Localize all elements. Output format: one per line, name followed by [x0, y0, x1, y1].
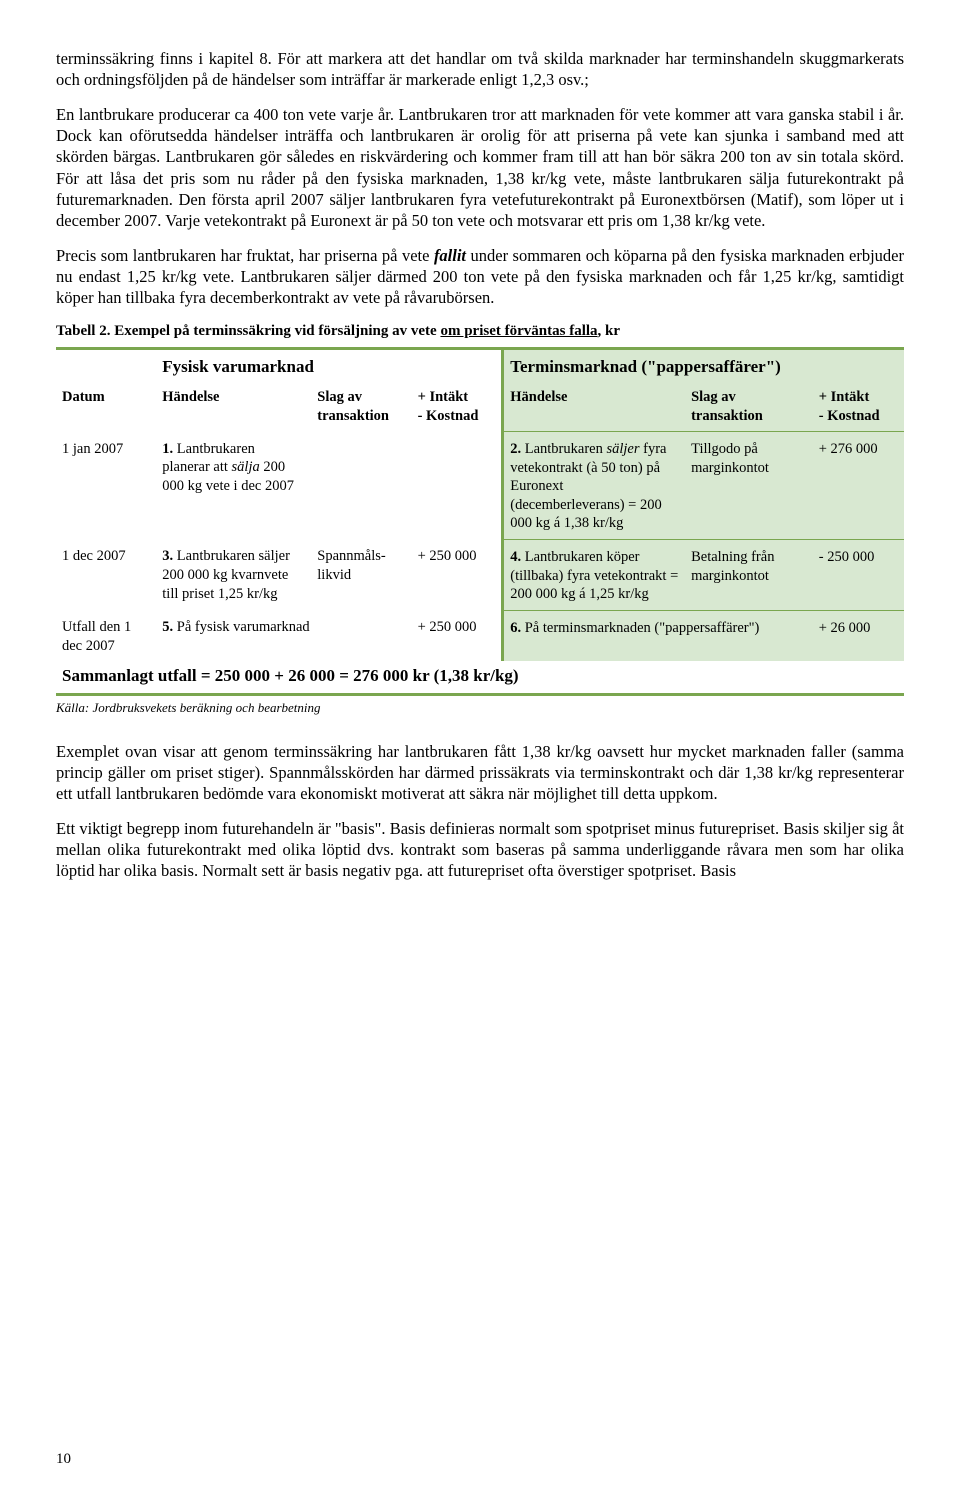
r3-f-no: 5.	[162, 619, 173, 635]
h-trans-f: Slag av transaktion	[311, 384, 411, 432]
r3-t-amt: + 26 000	[813, 610, 904, 661]
r2-f-trans: Spannmåls-likvid	[311, 539, 411, 610]
r1-t-a: Lantbrukaren	[521, 441, 606, 457]
r2-t-event: 4. Lantbrukaren köper (tillbaka) fyra ve…	[503, 539, 685, 610]
para-3b: fallit	[434, 246, 466, 265]
para-1: terminssäkring finns i kapitel 8. För at…	[56, 48, 904, 90]
h-event-t: Händelse	[503, 384, 685, 432]
r1-f-event: 1. Lantbrukaren planerar att sälja 200 0…	[156, 432, 311, 540]
r1-t-event: 2. Lantbrukaren säljer fyra vetekontrakt…	[503, 432, 685, 540]
r2-t-trans: Betalning från marginkontot	[685, 539, 813, 610]
r1-t-amt: + 276 000	[813, 432, 904, 540]
r3-f-event: 5. På fysisk varumarknad	[156, 610, 411, 661]
page-number: 10	[56, 1450, 71, 1469]
h-amt-t-a: + Intäkt	[819, 389, 870, 405]
r2-f-amt: + 250 000	[412, 539, 503, 610]
para-5: Ett viktigt begrepp inom futurehandeln ä…	[56, 818, 904, 881]
r2-t-no: 4.	[510, 549, 521, 565]
h-amt-t-b: - Kostnad	[819, 408, 880, 424]
h-amt-f-a: + Intäkt	[418, 389, 469, 405]
h-trans-t: Slag av transaktion	[685, 384, 813, 432]
h-date: Datum	[56, 384, 156, 432]
r1-f-b: sälja	[232, 459, 260, 475]
phys-title: Fysisk varumarknad	[156, 350, 502, 384]
r3-f-rest: På fysisk varumarknad	[173, 619, 310, 635]
h-amt-f-b: - Kostnad	[418, 408, 479, 424]
r1-date: 1 jan 2007	[56, 432, 156, 540]
h-amt-f: + Intäkt - Kostnad	[412, 384, 503, 432]
r2-t-rest: Lantbrukaren köper (tillbaka) fyra vetek…	[510, 549, 678, 602]
r1-f-no: 1.	[162, 441, 173, 457]
para-4: Exemplet ovan visar att genom terminssäk…	[56, 741, 904, 804]
r2-f-no: 3.	[162, 548, 173, 564]
hedge-table: Fysisk varumarknad Terminsmarknad ("papp…	[56, 347, 904, 696]
r1-t-b: säljer	[606, 441, 639, 457]
para-3a: Precis som lantbrukaren har fruktat, har…	[56, 246, 434, 265]
r2-t-amt: - 250 000	[813, 539, 904, 610]
caption-c: , kr	[598, 323, 621, 339]
r3-f-amt: + 250 000	[412, 610, 503, 661]
r3-t-event: 6. På terminsmarknaden ("pappersaffärer"…	[503, 610, 813, 661]
h-amt-t: + Intäkt - Kostnad	[813, 384, 904, 432]
para-2: En lantbrukare producerar ca 400 ton vet…	[56, 104, 904, 231]
r3-t-no: 6.	[510, 620, 521, 636]
r2-date: 1 dec 2007	[56, 539, 156, 610]
r1-t-trans: Tillgodo på marginkontot	[685, 432, 813, 540]
r3-date: Utfall den 1 dec 2007	[56, 610, 156, 661]
summary-row: Sammanlagt utfall = 250 000 + 26 000 = 2…	[56, 661, 904, 694]
r3-t-rest: På terminsmarknaden ("pappersaffärer")	[521, 620, 759, 636]
r1-t-no: 2.	[510, 441, 521, 457]
r2-f-rest: Lantbrukaren säljer 200 000 kg kvarnvete…	[162, 548, 290, 601]
caption-b: om priset förväntas falla	[440, 323, 597, 339]
table-caption: Tabell 2. Exempel på terminssäkring vid …	[56, 322, 904, 341]
fut-title: Terminsmarknad ("pappersaffärer")	[503, 350, 904, 384]
h-event-f: Händelse	[156, 384, 311, 432]
para-3: Precis som lantbrukaren har fruktat, har…	[56, 245, 904, 308]
table-source: Källa: Jordbruksvekets beräkning och bea…	[56, 700, 904, 717]
caption-a: Tabell 2. Exempel på terminssäkring vid …	[56, 323, 440, 339]
r2-f-event: 3. Lantbrukaren säljer 200 000 kg kvarnv…	[156, 539, 311, 610]
